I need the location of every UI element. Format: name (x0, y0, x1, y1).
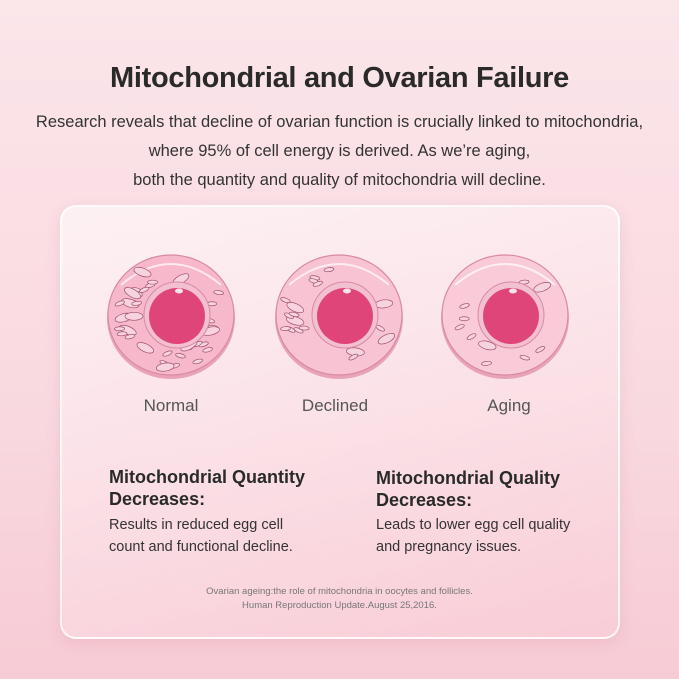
mitochondrion-icon (377, 333, 396, 345)
mitochondrion-icon (478, 340, 497, 351)
mitochondrion-icon (312, 280, 323, 287)
mitochondrion-icon (323, 267, 335, 273)
mitochondrion-icon (533, 282, 552, 293)
body-line: Leads to lower egg cell quality (376, 517, 571, 533)
mitochondrion-icon (202, 347, 213, 353)
quantity-body: Results in reduced egg cell count and fu… (109, 514, 293, 558)
mitochondrion-icon (454, 324, 465, 331)
quantity-heading: Mitochondrial Quantity Decreases: (109, 466, 305, 510)
intro-text: Research reveals that decline of ovarian… (20, 108, 659, 195)
mitochondrion-icon (466, 333, 477, 340)
heading-line: Decreases: (376, 490, 473, 510)
mitochondrion-icon (459, 303, 470, 309)
mitochondrion-icon (286, 302, 304, 314)
quality-heading: Mitochondrial Quality Decreases: (376, 467, 560, 511)
mitochondrion-icon (481, 360, 492, 366)
body-line: and pregnancy issues. (376, 539, 522, 555)
mitochondrion-icon (139, 286, 150, 293)
intro-line: both the quantity and quality of mitocho… (133, 171, 546, 189)
reference-line: Ovarian ageing:the role of mitochondria … (206, 586, 473, 597)
mitochondrion-icon (288, 311, 300, 318)
cell-label-aging: Aging (487, 396, 531, 415)
mitochondrion-icon (213, 290, 224, 296)
mitochondrion-icon (147, 279, 158, 285)
heading-line: Mitochondrial Quantity (109, 467, 305, 487)
reference-citation: Ovarian ageing:the role of mitochondria … (0, 585, 679, 613)
mitochondrion-icon (298, 325, 310, 331)
nucleus (149, 288, 205, 344)
mitochondrion-icon (280, 326, 291, 331)
intro-line: where 95% of cell energy is derived. As … (148, 142, 531, 160)
cell-label-declined: Declined (301, 396, 369, 415)
body-line: Results in reduced egg cell (109, 517, 284, 533)
mitochondrion-icon (519, 355, 531, 361)
intro-line: Research reveals that decline of ovarian… (35, 113, 644, 131)
cell-3 (441, 254, 569, 379)
mitochondrion-icon (124, 334, 136, 340)
mitochondrion-icon (131, 300, 142, 306)
mitochondrion-icon (136, 342, 155, 354)
mitochondrion-icon (162, 350, 173, 357)
mitochondrion-icon (124, 311, 144, 321)
heading-line: Mitochondrial Quality (376, 468, 561, 488)
body-line: count and functional decline. (109, 539, 293, 555)
cell-label-normal: Normal (143, 396, 199, 415)
nucleus (317, 288, 373, 344)
cell-1 (107, 254, 235, 379)
mitochondrion-icon (458, 316, 470, 322)
page-title: Mitochondrial and Ovarian Failure (109, 62, 569, 94)
mitochondrion-icon (192, 358, 203, 365)
nucleus (483, 288, 539, 344)
mitochondrion-icon (133, 266, 152, 278)
heading-line: Decreases: (109, 489, 206, 509)
mitochondrion-icon (175, 353, 186, 359)
mitochondrion-icon (155, 362, 175, 372)
cell-2 (275, 254, 403, 379)
mitochondrion-icon (535, 346, 546, 353)
mitochondrion-icon (124, 287, 141, 300)
mitochondrion-icon (116, 331, 128, 337)
mitochondrion-icon (348, 353, 359, 361)
mitochondrion-icon (280, 297, 291, 304)
quality-body: Leads to lower egg cell quality and preg… (376, 514, 570, 558)
reference-line: Human Reproduction Update.August 25,2016… (242, 600, 437, 611)
mitochondrion-icon (114, 326, 125, 332)
mitochondrion-icon (114, 300, 125, 307)
